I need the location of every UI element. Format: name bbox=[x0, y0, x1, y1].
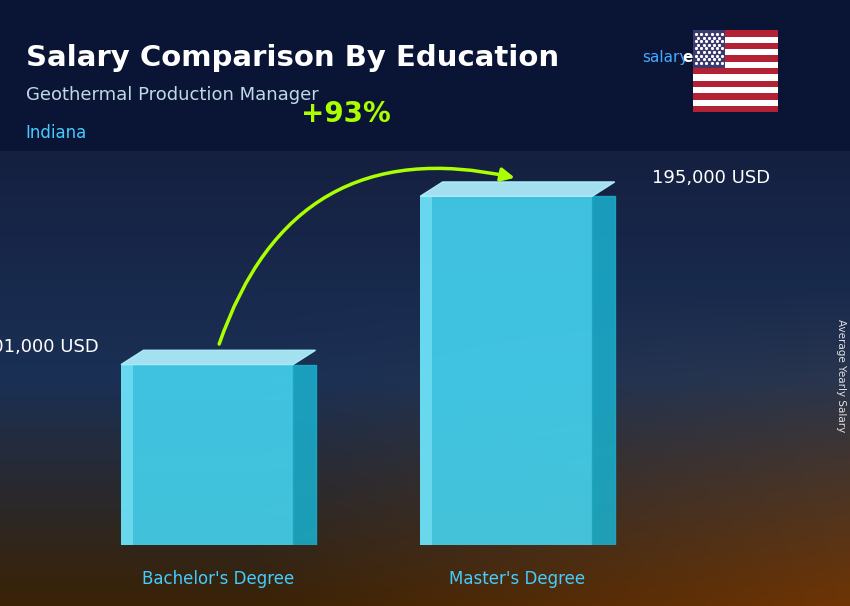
Text: salary: salary bbox=[642, 50, 688, 65]
Text: Master's Degree: Master's Degree bbox=[450, 570, 586, 588]
Bar bbox=[693, 81, 778, 87]
Polygon shape bbox=[121, 350, 315, 365]
Bar bbox=[693, 93, 778, 99]
Text: Bachelor's Degree: Bachelor's Degree bbox=[142, 570, 294, 588]
Text: Salary Comparison By Education: Salary Comparison By Education bbox=[26, 44, 558, 72]
Bar bbox=[693, 62, 778, 68]
Bar bbox=[420, 196, 433, 545]
Polygon shape bbox=[293, 365, 315, 545]
Bar bbox=[420, 196, 592, 545]
Bar bbox=[693, 56, 778, 62]
Bar bbox=[693, 43, 778, 49]
Bar bbox=[693, 30, 778, 36]
Text: explorer: explorer bbox=[683, 50, 755, 65]
Bar bbox=[693, 75, 778, 81]
Text: Average Yearly Salary: Average Yearly Salary bbox=[836, 319, 847, 432]
Text: Indiana: Indiana bbox=[26, 124, 87, 142]
Polygon shape bbox=[420, 182, 615, 196]
Text: 101,000 USD: 101,000 USD bbox=[0, 338, 99, 356]
Bar bbox=[121, 365, 293, 545]
Bar bbox=[693, 99, 778, 106]
Text: Geothermal Production Manager: Geothermal Production Manager bbox=[26, 86, 318, 104]
Bar bbox=[693, 68, 778, 75]
Text: 195,000 USD: 195,000 USD bbox=[652, 169, 770, 187]
Bar bbox=[693, 36, 778, 43]
Bar bbox=[693, 87, 778, 93]
Text: .com: .com bbox=[741, 50, 779, 65]
Bar bbox=[693, 30, 725, 68]
Bar bbox=[0, 0, 850, 152]
Polygon shape bbox=[592, 196, 615, 545]
Text: +93%: +93% bbox=[301, 100, 390, 128]
Bar bbox=[693, 106, 778, 112]
Bar bbox=[693, 49, 778, 56]
Bar bbox=[121, 365, 133, 545]
